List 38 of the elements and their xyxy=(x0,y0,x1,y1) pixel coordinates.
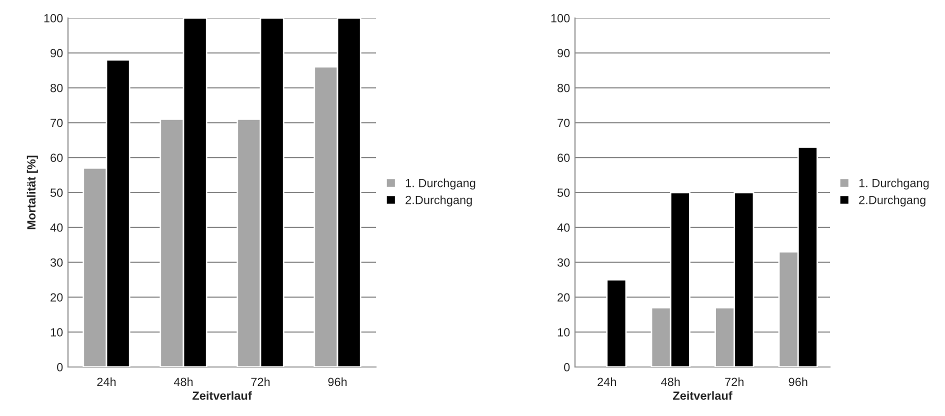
y-tick-label: 60 xyxy=(558,154,570,162)
x-tick-label: 72h xyxy=(725,377,744,386)
x-tick-label: 96h xyxy=(328,377,347,386)
y-tick-label: 70 xyxy=(50,118,63,128)
bar xyxy=(606,279,627,367)
y-tick-label: 70 xyxy=(558,118,570,128)
y-axis-title: Mortalität [%] xyxy=(26,156,38,230)
x-tick-label: 48h xyxy=(661,377,680,386)
legend-label: 1. Durchgang xyxy=(406,178,476,190)
x-tick-label: 24h xyxy=(97,377,116,386)
y-tick-label: 50 xyxy=(557,188,570,197)
y-tick-label: 80 xyxy=(558,84,570,92)
x-tick-label: 72h xyxy=(251,377,270,386)
x-tick-label: 24h xyxy=(598,377,616,386)
y-tick-label: 60 xyxy=(50,154,63,162)
y-tick-label: 30 xyxy=(557,258,570,267)
x-tick-label: 96h xyxy=(788,377,808,386)
x-tick-label: 48h xyxy=(174,377,193,386)
y-tick-label: 100 xyxy=(551,14,570,22)
y-tick-label: 40 xyxy=(50,223,63,232)
y-tick-label: 40 xyxy=(557,223,570,232)
y-tick-label: 10 xyxy=(50,328,63,336)
x-axis-title: Zeitverlauf xyxy=(673,391,732,400)
y-tick-label: 30 xyxy=(50,258,63,267)
y-tick-label: 20 xyxy=(558,293,570,302)
y-tick-label: 50 xyxy=(50,188,63,197)
y-tick-label: 10 xyxy=(558,328,570,336)
y-tick-label: 0 xyxy=(57,363,63,372)
y-tick-label: 90 xyxy=(50,48,63,58)
y-tick-label: 80 xyxy=(50,84,63,92)
y-tick-label: 100 xyxy=(44,14,63,22)
y-tick-label: 0 xyxy=(564,363,570,372)
legend-label: 2.Durchgang xyxy=(406,196,472,207)
x-axis-title: Zeitverlauf xyxy=(192,391,252,400)
y-tick-label: 90 xyxy=(558,48,570,58)
legend-label: 1. Durchgang xyxy=(859,178,929,190)
y-tick-label: 20 xyxy=(50,293,63,302)
legend-label: 2.Durchgang xyxy=(859,196,926,207)
